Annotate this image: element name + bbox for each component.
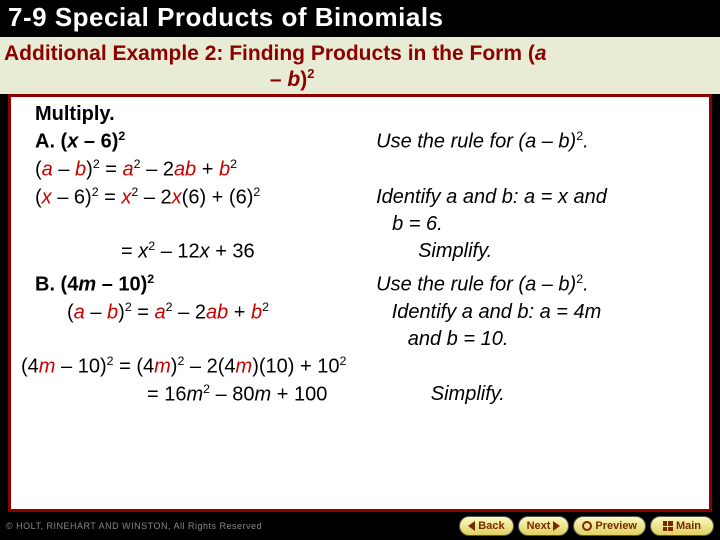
- hint-a-lines: Identify a and b: a = x and b = 6.: [376, 184, 701, 238]
- slide-content: Multiply. A. (x – 6)2 Use the rule for (…: [8, 94, 712, 512]
- subhead-var-a: a: [535, 42, 547, 65]
- lesson-title: Special Products of Binomials: [55, 2, 444, 32]
- subhead-prefix: Additional Example 2: Finding Products i…: [4, 42, 535, 65]
- lesson-number: 7-9: [8, 2, 47, 33]
- back-icon: [468, 521, 475, 531]
- multiply-heading: Multiply.: [21, 101, 701, 128]
- main-icon: [663, 521, 673, 531]
- next-button[interactable]: Next: [518, 516, 570, 536]
- preview-label: Preview: [595, 520, 637, 532]
- back-label: Back: [478, 520, 504, 532]
- step-a1: (x – 6)2 = x2 – 2x(6) + (6)2: [21, 184, 376, 238]
- step-b1: (4m – 10)2 = (4m)2 – 2(4m)(10) + 102: [21, 353, 701, 381]
- lesson-header: 7-9 Special Products of Binomials: [0, 0, 720, 37]
- copyright-text: © HOLT, RINEHART AND WINSTON, All Rights…: [6, 521, 262, 531]
- hint-a-identify: [376, 156, 701, 184]
- subhead-mid: –: [264, 68, 287, 91]
- next-icon: [553, 521, 560, 531]
- footer-bar: © HOLT, RINEHART AND WINSTON, All Rights…: [0, 512, 720, 540]
- rule-formula-b: (a – b)2 = a2 – 2ab + b2: [21, 299, 392, 353]
- subhead-exp: 2: [307, 66, 314, 81]
- next-label: Next: [527, 520, 551, 532]
- subhead-var-b: b: [287, 68, 300, 91]
- hint-b-identify: Identify a and b: a = 4m and b = 10.: [392, 299, 701, 353]
- hint-a-rule: Use the rule for (a – b)2.: [376, 128, 701, 156]
- hint-a-simplify: Simplify.: [418, 238, 701, 266]
- hint-b-rule: Use the rule for (a – b)2.: [376, 271, 701, 299]
- problem-a: A. (x – 6)2: [21, 128, 376, 156]
- preview-icon: [582, 521, 592, 531]
- rule-formula-a: (a – b)2 = a2 – 2ab + b2: [21, 156, 376, 184]
- hint-b-simplify: Simplify.: [431, 381, 701, 409]
- main-label: Main: [676, 520, 701, 532]
- problem-b: B. (4m – 10)2: [21, 271, 376, 299]
- nav-buttons: Back Next Preview Main: [459, 516, 714, 536]
- main-button[interactable]: Main: [650, 516, 714, 536]
- back-button[interactable]: Back: [459, 516, 513, 536]
- preview-button[interactable]: Preview: [573, 516, 646, 536]
- step-a2: = x2 – 12x + 36: [21, 238, 418, 266]
- example-subheader: Additional Example 2: Finding Products i…: [0, 37, 720, 94]
- step-b2: = 16m2 – 80m + 100: [21, 381, 431, 409]
